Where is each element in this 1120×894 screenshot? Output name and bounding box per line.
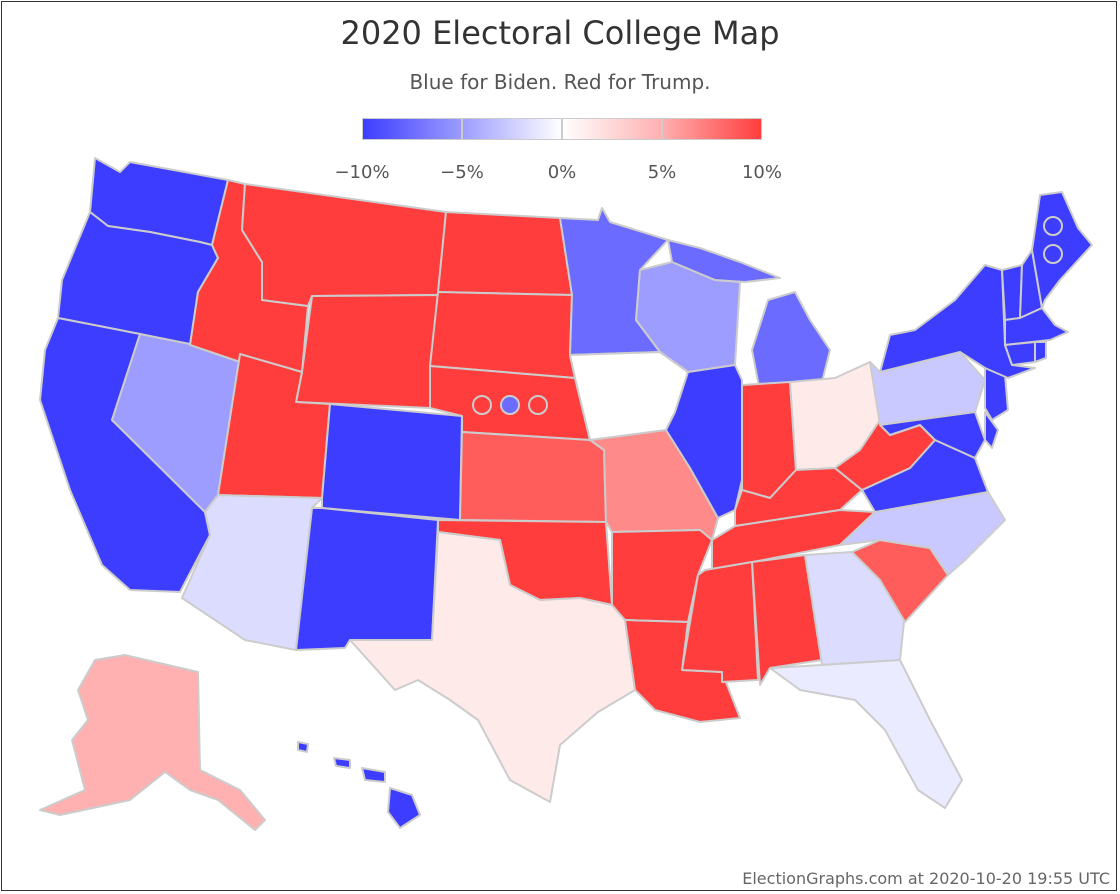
state-florida[interactable] xyxy=(769,659,963,809)
state-maryland[interactable] xyxy=(879,411,986,459)
legend-label-plus-10: 10% xyxy=(741,162,782,183)
state-montana[interactable] xyxy=(241,183,447,307)
legend-label-minus-5: −5% xyxy=(440,162,484,183)
state-south-dakota[interactable] xyxy=(429,291,576,379)
legend-label-minus-10: −10% xyxy=(334,162,390,183)
state-delaware[interactable] xyxy=(984,411,999,449)
legend-tick-mark xyxy=(461,119,463,139)
state-alaska[interactable] xyxy=(39,654,266,831)
state-michigan-lower[interactable] xyxy=(751,291,831,393)
state-illinois[interactable] xyxy=(665,364,743,519)
maine-district-2-marker[interactable] xyxy=(1043,244,1063,264)
state-new-mexico[interactable] xyxy=(295,507,439,651)
state-hawaii-kauai[interactable] xyxy=(297,741,309,753)
state-wyoming[interactable] xyxy=(295,294,439,409)
nebraska-district-3-marker[interactable] xyxy=(528,395,548,415)
state-michigan-upper[interactable] xyxy=(667,239,781,283)
state-hawaii-oahu[interactable] xyxy=(333,757,351,769)
state-rhode-island[interactable] xyxy=(1034,341,1047,363)
nebraska-district-2-marker[interactable] xyxy=(500,395,520,415)
margin-color-scale xyxy=(362,118,762,140)
map-title: 2020 Electoral College Map xyxy=(340,14,780,52)
source-timestamp: ElectionGraphs.com at 2020-10-20 19:55 U… xyxy=(742,869,1110,888)
state-hawaii[interactable] xyxy=(387,787,421,829)
state-arizona[interactable] xyxy=(181,494,323,651)
map-subtitle: Blue for Biden. Red for Trump. xyxy=(409,70,711,94)
state-kansas[interactable] xyxy=(459,431,607,523)
maine-district-1-marker[interactable] xyxy=(1043,216,1063,236)
state-alabama[interactable] xyxy=(751,554,823,686)
legend-tick-mark xyxy=(661,119,663,139)
state-vermont[interactable] xyxy=(1001,264,1023,321)
state-texas[interactable] xyxy=(349,531,636,803)
state-arkansas[interactable] xyxy=(611,529,713,623)
nebraska-district-1-marker[interactable] xyxy=(472,395,492,415)
state-hawaii-maui[interactable] xyxy=(361,767,386,783)
legend-label-zero: 0% xyxy=(547,162,577,183)
state-colorado[interactable] xyxy=(321,403,463,521)
legend-tick-mark xyxy=(561,119,563,139)
state-north-dakota[interactable] xyxy=(437,211,573,296)
legend-label-plus-5: 5% xyxy=(647,162,677,183)
